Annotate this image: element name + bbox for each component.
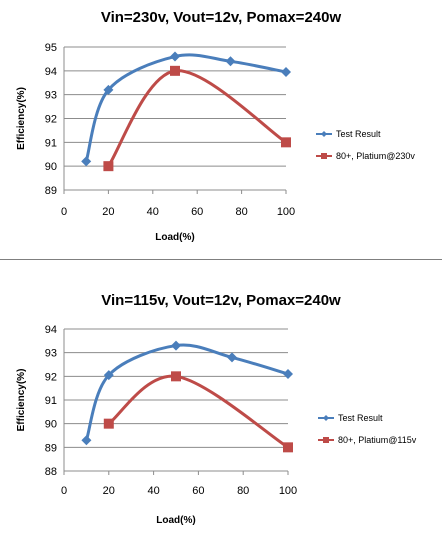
data-point-square xyxy=(103,418,114,429)
legend-marker xyxy=(323,415,329,421)
data-point-diamond xyxy=(81,435,92,446)
data-point-diamond xyxy=(81,156,92,167)
data-point-diamond xyxy=(103,370,114,381)
x-tick-label: 60 xyxy=(191,206,203,218)
x-tick-label: 100 xyxy=(277,206,295,218)
legend-label: Test Result xyxy=(336,129,381,139)
data-point-diamond xyxy=(170,51,180,62)
y-tick-label: 91 xyxy=(45,395,57,407)
data-point-diamond xyxy=(103,84,114,95)
y-tick-label: 93 xyxy=(45,348,57,360)
data-point-diamond xyxy=(227,352,237,363)
efficiency-chart-230v: Vin=230v, Vout=12v, Pomax=240w 89 90 91 92 93… xyxy=(16,9,415,243)
legend-label: 80+, Platium@230v xyxy=(336,151,415,161)
y-tick-label: 88 xyxy=(45,466,57,478)
x-tick-label: 40 xyxy=(147,485,159,497)
data-point-square xyxy=(281,137,291,148)
x-tick-label: 80 xyxy=(235,206,247,218)
legend-marker xyxy=(323,437,329,443)
chart-panel-115v: Vin=115v, Vout=12v, Pomax=240w 88 89 90 91 92… xyxy=(0,260,442,538)
y-tick-label: 90 xyxy=(45,419,57,431)
x-tick-label: 0 xyxy=(61,206,67,218)
y-tick-label: 94 xyxy=(45,66,57,78)
data-point-square xyxy=(171,371,181,382)
x-tick-label: 80 xyxy=(237,485,249,497)
data-point-diamond xyxy=(171,340,181,351)
efficiency-chart-115v: Vin=115v, Vout=12v, Pomax=240w 88 89 90 91 92… xyxy=(16,292,417,526)
data-point-diamond xyxy=(281,67,291,78)
y-tick-label: 93 xyxy=(45,90,57,102)
legend-label: Test Result xyxy=(338,413,383,423)
y-tick-label: 95 xyxy=(45,42,57,54)
legend-marker xyxy=(321,131,327,137)
x-tick-label: 20 xyxy=(103,485,115,497)
legend-marker xyxy=(321,153,327,159)
data-point-diamond xyxy=(283,368,293,379)
x-tick-label: 0 xyxy=(61,485,67,497)
y-axis-title: Efficiency(%) xyxy=(16,87,27,150)
chart-title: Vin=230v, Vout=12v, Pomax=240w xyxy=(101,9,342,26)
y-tick-label: 94 xyxy=(45,324,57,336)
x-tick-label: 60 xyxy=(192,485,204,497)
y-tick-label: 92 xyxy=(45,114,57,126)
data-point-square xyxy=(170,65,180,76)
data-point-square xyxy=(103,161,114,172)
panel-divider xyxy=(0,259,442,260)
x-tick-label: 20 xyxy=(102,206,114,218)
y-tick-label: 91 xyxy=(45,137,57,149)
series-line-2 xyxy=(107,374,289,449)
data-point-diamond xyxy=(225,56,236,67)
y-tick-label: 92 xyxy=(45,371,57,383)
x-tick-label: 40 xyxy=(147,206,159,218)
y-tick-label: 89 xyxy=(45,442,57,454)
y-tick-label: 89 xyxy=(45,185,57,197)
y-tick-label: 90 xyxy=(45,161,57,173)
chart-panel-230v: Vin=230v, Vout=12v, Pomax=240w 89 90 91 92 93… xyxy=(0,0,442,259)
x-axis-title: Load(%) xyxy=(156,515,195,526)
legend-label: 80+, Platium@115v xyxy=(338,435,417,445)
y-axis-title: Efficiency(%) xyxy=(16,369,27,432)
x-tick-label: 100 xyxy=(279,485,297,497)
x-axis-title: Load(%) xyxy=(155,232,194,243)
chart-title: Vin=115v, Vout=12v, Pomax=240w xyxy=(101,292,341,309)
data-point-square xyxy=(283,442,293,453)
